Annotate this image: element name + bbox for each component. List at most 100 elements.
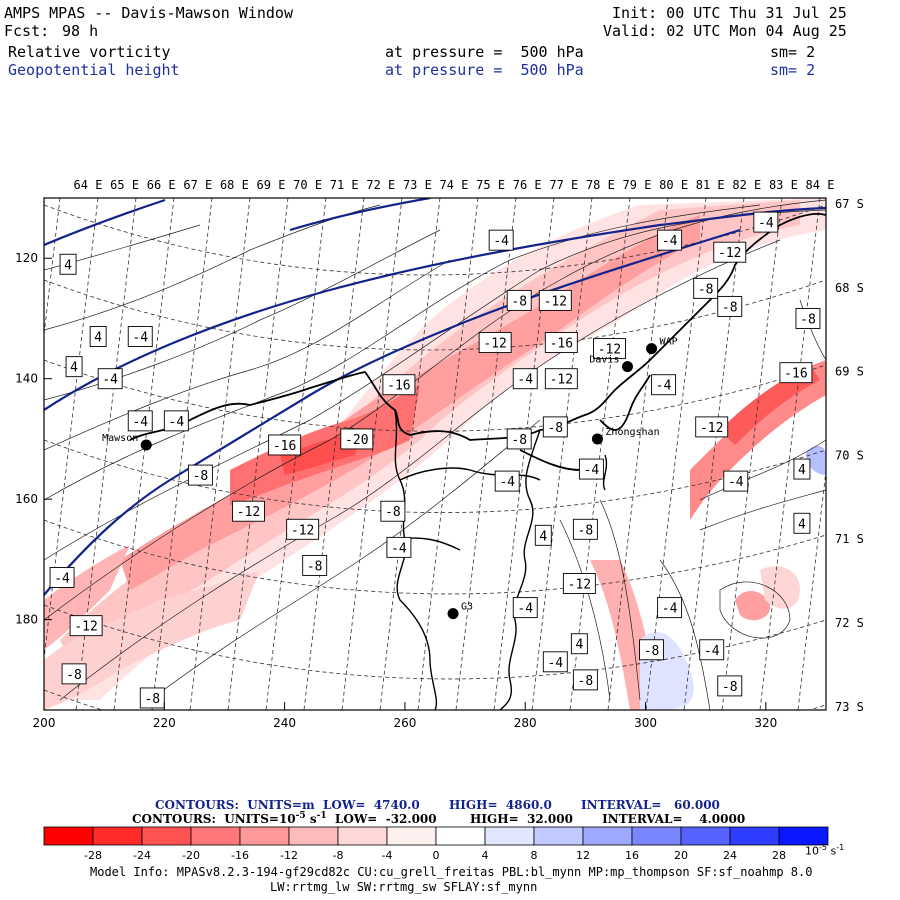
colorbar-tick-label: 16 [625, 849, 639, 862]
contour-label-text: -8 [385, 505, 401, 520]
contour-label-box [717, 675, 743, 697]
meridian-line [683, 198, 745, 710]
colorbar-tick-label: -28 [84, 849, 102, 862]
contour-label-box [97, 368, 123, 390]
contour-label: -8 [572, 669, 598, 691]
contour-label: -4 [723, 470, 749, 492]
contour-label-box [380, 500, 406, 522]
contour-label: -8 [506, 428, 532, 450]
contour-label: -4 [386, 536, 412, 558]
lon-label: 70 E [293, 178, 322, 192]
vort-caption-range: LOW= -32.000 HIGH= 32.000 INTERVAL= 4.00… [326, 812, 746, 826]
colorbar-swatch [778, 826, 829, 846]
contour-label-text: -20 [345, 433, 368, 448]
field1-level: at pressure = 500 hPa [385, 43, 584, 61]
contour-label: -4 [578, 458, 604, 480]
x-tick-label: 200 [33, 716, 56, 730]
lon-label: 83 E [769, 178, 798, 192]
contour-label-box [657, 597, 683, 619]
lon-label: 84 E [806, 178, 835, 192]
contour-label-text: -8 [193, 469, 209, 484]
contour-label-text: -16 [550, 337, 573, 352]
colorbar-tick-label: 0 [433, 849, 440, 862]
contour-label-text: -4 [704, 644, 720, 659]
contour-label-box [542, 651, 568, 673]
colorbar-swatch [435, 826, 486, 846]
colorbar-swatch [484, 826, 535, 846]
meridian-line [44, 198, 61, 338]
contour-label: -8 [717, 675, 743, 697]
contour-label-text: -12 [550, 373, 573, 388]
lon-label: 77 E [549, 178, 578, 192]
contour-label-box [572, 669, 598, 691]
contour-label-box [572, 518, 598, 540]
contour-label: -4 [163, 410, 189, 432]
contour-label-text: -12 [718, 246, 741, 261]
contour-label-text: -4 [169, 415, 185, 430]
contour-label: -4 [753, 211, 779, 233]
height-contour-caption: CONTOURS: UNITS=m LOW= 4740.0 HIGH= 4860… [155, 798, 720, 812]
lon-label: 64 E [74, 178, 103, 192]
colorbar-unit: 10-5 s-1 [805, 843, 844, 858]
lon-label: 71 E [330, 178, 359, 192]
contour-label-box [542, 416, 568, 438]
colorbar-swatch [729, 826, 780, 846]
lon-label: 80 E [659, 178, 688, 192]
colorbar-swatch [582, 826, 633, 846]
meridian-line [44, 198, 99, 663]
contour-label: 4 [59, 253, 77, 275]
contour-label-box [512, 597, 538, 619]
contour-label-box [59, 253, 77, 275]
meridian-line [493, 198, 555, 710]
map-plot-area: -4 -4 -12 -4 4 4 -4 4 -4 -8 -12 -8 -8 -8 -12 -16 -12 -12 -… [44, 198, 826, 710]
field1-smoothing: sm= 2 [770, 43, 816, 61]
contour-label-box [69, 615, 103, 637]
meridian-line [531, 198, 593, 710]
contour-label-box [592, 338, 626, 360]
contour-label-box [723, 470, 749, 492]
contour-label-text: -8 [644, 644, 660, 659]
contour-label-box [89, 326, 107, 347]
lon-label: 69 E [257, 178, 286, 192]
colorbar-tick-label: -4 [382, 849, 393, 862]
contour-label: -4 [512, 368, 538, 390]
contour-label-text: -12 [544, 294, 567, 309]
contour-label-box [538, 289, 572, 311]
contour-label-text: -16 [784, 367, 807, 382]
colorbar-swatch [92, 826, 143, 846]
contour-label-box [494, 470, 520, 492]
x-tick-label: 300 [634, 716, 657, 730]
colorbar-tick-label: -8 [333, 849, 344, 862]
contour-label: 4 [65, 356, 83, 378]
contour-label-box [127, 410, 153, 432]
meridian-line [379, 198, 441, 710]
vort-caption-exp2: -1 [316, 811, 327, 821]
contour-label-text: -4 [758, 216, 774, 231]
field2-name: Geopotential height [8, 61, 180, 79]
chart-title: AMPS MPAS -- Davis-Mawson Window [4, 4, 293, 22]
station-label: WAP [660, 337, 678, 348]
contour-label-box [187, 464, 213, 486]
contour-label-box [61, 663, 87, 685]
contour-label-box [302, 554, 328, 576]
colorbar-swatch [288, 826, 339, 846]
contour-label-box [639, 639, 665, 661]
contour-label-box [534, 524, 552, 546]
x-tick-label: 260 [393, 716, 416, 730]
contour-label: -12 [69, 615, 103, 637]
contour-label-box [570, 633, 588, 655]
forecast-label: Fcst: [4, 22, 50, 40]
model-info-line1: Model Info: MPASv8.2.3-194-gf29cd82c CU:… [90, 865, 813, 879]
contour-label: -8 [717, 295, 743, 317]
x-tick-label: 240 [273, 716, 296, 730]
contour-label: -12 [713, 241, 747, 263]
station-dot [646, 343, 658, 355]
contour-label-text: -4 [54, 571, 70, 586]
station-dot [140, 439, 152, 451]
contour-label: -8 [639, 639, 665, 661]
contour-label-text: -8 [144, 692, 160, 707]
lat-label: 69 S [835, 365, 864, 379]
contour-label: -16 [382, 374, 416, 396]
lon-label: 65 E [110, 178, 139, 192]
